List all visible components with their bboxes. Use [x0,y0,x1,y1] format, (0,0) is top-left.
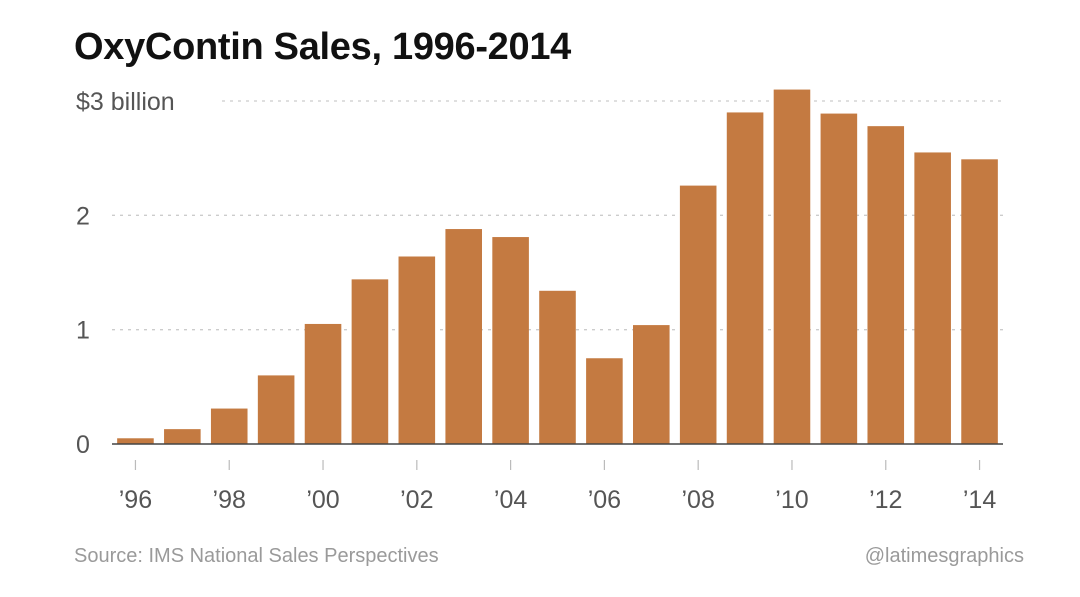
bar-2014 [961,159,998,444]
x-tick-label: ’06 [588,486,621,514]
bar-1998 [210,408,248,444]
bar-1997 [164,429,201,444]
bar-1996 [117,438,154,444]
x-tick-label: ’08 [681,486,714,514]
x-tick-label: ’02 [400,486,433,514]
bar-2007 [633,325,670,444]
x-tick-label: ’10 [775,486,808,514]
bar-2000 [304,323,342,444]
x-tick-label: ’12 [869,486,902,514]
x-tick-label: ’96 [119,486,152,514]
source-note: Source: IMS National Sales Perspectives [74,545,439,567]
x-tick-label: ’00 [306,486,339,514]
bars [117,89,998,445]
x-axis-labels: ’96 ’98 ’00 ’02 ’04 ’06 ’08 ’10 ’12 ’14 [119,486,997,514]
bar-2011 [820,113,858,445]
bar-2004 [492,237,529,444]
bar-2013 [914,152,951,444]
chart-title: OxyContin Sales, 1996-2014 [74,26,572,68]
x-tick-label: ’98 [213,486,246,514]
bar-2012 [867,126,905,445]
y-tick-label: $3 billion [76,88,175,116]
bar-2005 [539,290,576,444]
bar-2001 [351,279,389,444]
bar-2003 [445,229,482,444]
y-axis-labels: 0 1 2 $3 billion [76,88,175,459]
credit-handle: @latimesgraphics [864,545,1024,567]
x-tick-label: ’04 [494,486,527,514]
bar-2002 [398,256,436,444]
bar-2006 [586,358,623,444]
bar-2009 [726,112,764,444]
y-tick-label: 1 [76,317,90,345]
x-tick-label: ’14 [963,486,996,514]
gridlines [112,100,1003,331]
bar-2010 [773,89,811,445]
x-axis [112,443,1003,470]
bar-1999 [257,375,295,444]
y-tick-label: 2 [76,202,90,230]
y-tick-label: 0 [76,431,90,459]
bar-2008 [679,185,717,444]
